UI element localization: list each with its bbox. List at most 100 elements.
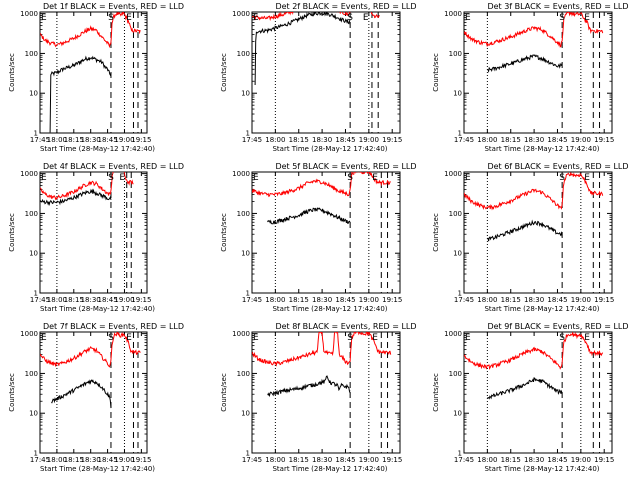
x-axis-label: Start Time (28-May-12 17:42:40) [272,465,387,473]
marker-e-label: E [253,13,259,23]
y-tick-label: 10 [241,250,250,258]
x-tick-label: 18:30 [81,456,101,464]
marker-e-label: E [584,13,590,23]
x-tick-label: 17:45 [454,136,474,144]
y-axis-label: Counts/sec [432,373,440,412]
x-tick-label: 19:15 [382,136,402,144]
events-series-line [487,377,563,400]
x-tick-label: 19:15 [131,296,151,304]
marker-e-label: E [253,333,259,343]
y-tick-label: 1 [246,130,250,138]
y-tick-label: 10 [453,410,462,418]
x-tick-label: 18:15 [289,456,309,464]
marker-e-label: E [584,173,590,183]
x-tick-label: 19:15 [594,296,614,304]
y-tick-label: 1000 [20,10,38,18]
marker-e-label: E [584,333,590,343]
y-tick-label: 100 [449,50,462,58]
x-tick-label: 18:30 [312,136,332,144]
events-series-line [487,54,563,73]
y-axis-label: Counts/sec [432,213,440,252]
x-tick-label: 17:45 [454,456,474,464]
x-tick-label: 18:15 [64,296,84,304]
marker-s-label: S [108,173,114,183]
x-tick-label: 18:15 [289,136,309,144]
panel-6: Det 6f BLACK = Events, RED = LLD 1 10 100 10… [432,162,629,313]
y-tick-label: 1000 [20,330,38,338]
panel-title: Det 1f BLACK = Events, RED = LLD [43,2,184,11]
marker-e-label: E [465,333,471,343]
marker-s-label: S [108,13,114,23]
x-tick-label: 17:45 [30,136,50,144]
marker-e-label: E [363,13,369,23]
x-tick-label: 19:15 [594,136,614,144]
marker-s-label: S [559,13,565,23]
marker-s-label: S [347,13,353,23]
y-tick-label: 1000 [232,170,250,178]
x-tick-label: 18:00 [477,456,497,464]
y-tick-label: 1000 [232,10,250,18]
panel-9: Det 9f BLACK = Events, RED = LLD 1 10 100 10… [432,322,629,473]
x-tick-label: 17:45 [30,296,50,304]
y-tick-label: 100 [25,50,38,58]
y-tick-label: 1 [458,290,462,298]
marker-s-label: S [559,333,565,343]
y-tick-label: 1 [34,290,38,298]
x-tick-label: 18:15 [64,136,84,144]
x-axis-label: Start Time (28-May-12 17:42:40) [484,145,599,153]
y-axis-label: Counts/sec [8,53,16,92]
x-tick-label: 17:45 [242,136,262,144]
panel-8: Det 8f BLACK = Events, RED = LLD 1 10 100 10… [220,322,417,473]
x-tick-label: 18:15 [501,136,521,144]
y-tick-label: 1 [458,450,462,458]
marker-e-label: E [372,173,378,183]
plot-frame [463,11,613,134]
y-tick-label: 10 [241,90,250,98]
marker-s-label: S [559,173,565,183]
x-axis-label: Start Time (28-May-12 17:42:40) [40,465,155,473]
y-tick-label: 10 [29,410,38,418]
y-tick-label: 100 [449,210,462,218]
x-axis-label: Start Time (28-May-12 17:42:40) [40,145,155,153]
plot-frame [251,331,401,454]
x-tick-label: 18:30 [524,136,544,144]
x-axis-label: Start Time (28-May-12 17:42:40) [484,465,599,473]
marker-e-label: E [41,333,47,343]
panel-title: Det 7f BLACK = Events, RED = LLD [43,322,184,331]
x-tick-label: 18:30 [81,296,101,304]
events-series-line [267,207,351,225]
panel-1: Det 1f BLACK = Events, RED = LLD 1 10 100 10… [8,2,184,153]
x-tick-label: 19:15 [594,456,614,464]
lld-series-line [40,12,141,49]
marker-e-label: E [126,333,132,343]
y-tick-label: 10 [453,250,462,258]
x-tick-label: 18:00 [265,296,285,304]
y-tick-label: 1000 [232,330,250,338]
x-tick-label: 19:00 [114,456,134,464]
x-tick-label: 19:15 [131,456,151,464]
x-tick-label: 19:00 [571,136,591,144]
y-tick-label: 100 [237,50,250,58]
y-tick-label: 1 [34,450,38,458]
marker-s-label: S [347,173,353,183]
marker-s-label: S [347,333,353,343]
plot-frame [39,171,148,294]
panel-title: Det 5f BLACK = Events, RED = LLD [275,162,416,171]
x-tick-label: 19:15 [382,456,402,464]
marker-e-label: E [119,173,125,183]
events-series-line [51,379,112,409]
y-tick-label: 1 [34,130,38,138]
x-tick-label: 18:15 [501,296,521,304]
x-tick-label: 19:00 [114,136,134,144]
y-tick-label: 10 [453,90,462,98]
y-tick-label: 100 [237,370,250,378]
x-tick-label: 18:45 [335,296,355,304]
y-tick-label: 1000 [444,330,462,338]
panel-2: Det 2f BLACK = Events, RED = LLD 1 10 100 10… [220,2,417,153]
panel-title: Det 3f BLACK = Events, RED = LLD [487,2,628,11]
x-tick-label: 18:15 [289,296,309,304]
y-tick-label: 10 [29,250,38,258]
marker-e-label: E [253,173,259,183]
y-tick-label: 10 [241,410,250,418]
